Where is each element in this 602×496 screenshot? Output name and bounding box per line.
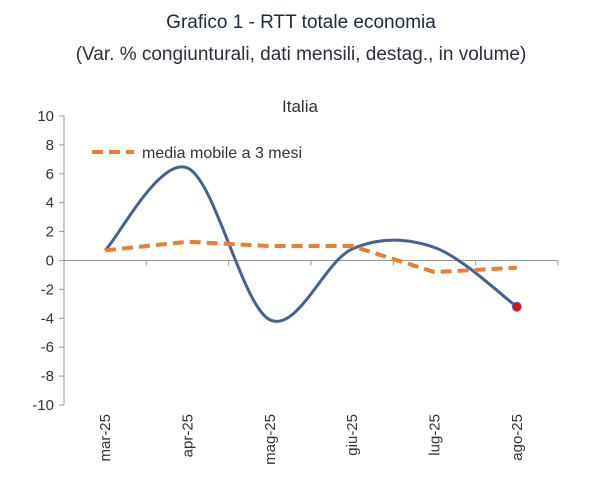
y-tick-label: 6 <box>46 166 54 183</box>
last-point-marker <box>511 301 522 312</box>
series-line-moving-average <box>104 239 517 275</box>
y-tick-label: -2 <box>41 281 54 298</box>
y-tick-label: -8 <box>41 368 54 385</box>
y-tick-label: 0 <box>46 253 54 270</box>
chart-subtitle: (Var. % congiunturali, dati mensili, des… <box>75 44 527 65</box>
x-tick-label: ago-25 <box>509 414 526 461</box>
y-tick-label: -6 <box>41 339 54 356</box>
y-tick-label: 8 <box>46 137 54 154</box>
x-tick-label: mar-25 <box>97 414 114 462</box>
y-tick-label: 10 <box>37 108 54 125</box>
y-tick-label: 2 <box>46 224 54 241</box>
series-line-rtt <box>104 165 518 323</box>
x-tick-label: lug-25 <box>427 414 444 456</box>
x-tick-label: apr-25 <box>180 414 197 457</box>
legend-label: media mobile a 3 mesi <box>142 145 302 162</box>
y-tick-label: -4 <box>41 310 54 327</box>
y-tick-label: -10 <box>32 397 54 414</box>
x-tick-label: mag-25 <box>262 414 279 465</box>
plot-title: Italia <box>282 97 318 116</box>
y-tick-label: 4 <box>46 195 54 212</box>
x-tick-label: giu-25 <box>344 414 361 456</box>
chart-title: Grafico 1 - RTT totale economia <box>166 12 436 33</box>
